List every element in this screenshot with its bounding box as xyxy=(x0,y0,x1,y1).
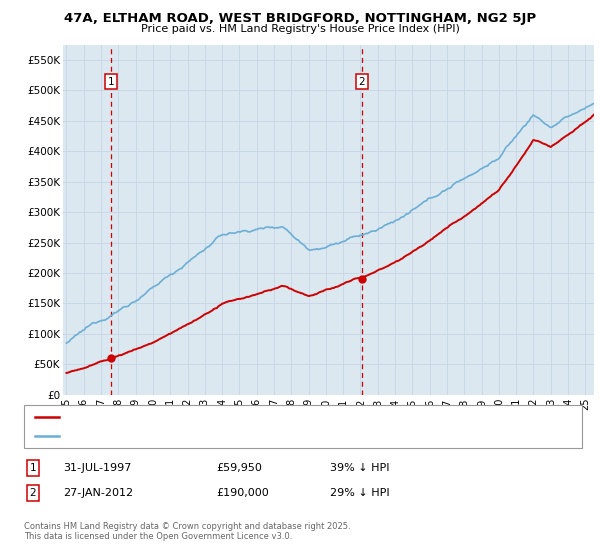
Text: 2: 2 xyxy=(359,77,365,87)
Text: 39% ↓ HPI: 39% ↓ HPI xyxy=(330,463,389,473)
Text: HPI: Average price, detached house, Rushcliffe: HPI: Average price, detached house, Rush… xyxy=(66,431,295,441)
Text: 29% ↓ HPI: 29% ↓ HPI xyxy=(330,488,389,498)
Text: 1: 1 xyxy=(29,463,37,473)
Text: Contains HM Land Registry data © Crown copyright and database right 2025.
This d: Contains HM Land Registry data © Crown c… xyxy=(24,522,350,542)
Text: Price paid vs. HM Land Registry's House Price Index (HPI): Price paid vs. HM Land Registry's House … xyxy=(140,24,460,34)
Text: 2: 2 xyxy=(29,488,37,498)
Text: 31-JUL-1997: 31-JUL-1997 xyxy=(63,463,131,473)
Text: £59,950: £59,950 xyxy=(216,463,262,473)
Text: 47A, ELTHAM ROAD, WEST BRIDGFORD, NOTTINGHAM, NG2 5JP (detached house): 47A, ELTHAM ROAD, WEST BRIDGFORD, NOTTIN… xyxy=(66,412,466,422)
Text: 1: 1 xyxy=(108,77,115,87)
Text: 47A, ELTHAM ROAD, WEST BRIDGFORD, NOTTINGHAM, NG2 5JP: 47A, ELTHAM ROAD, WEST BRIDGFORD, NOTTIN… xyxy=(64,12,536,25)
Text: £190,000: £190,000 xyxy=(216,488,269,498)
Text: 27-JAN-2012: 27-JAN-2012 xyxy=(63,488,133,498)
